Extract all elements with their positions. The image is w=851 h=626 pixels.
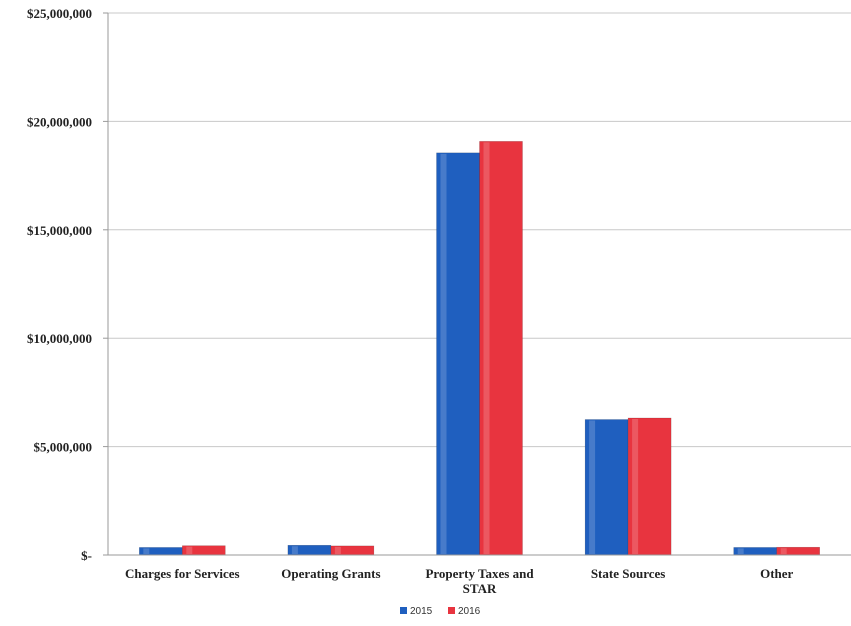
legend-swatch-2016 xyxy=(448,607,455,614)
bar-highlight xyxy=(186,546,193,554)
bar-highlight xyxy=(780,548,787,554)
bar-2016-3 xyxy=(627,417,672,556)
y-tick-label: $15,000,000 xyxy=(27,223,92,238)
legend: 2015 2016 xyxy=(400,606,481,617)
bar-highlight xyxy=(291,546,298,554)
y-tick-label: $5,000,000 xyxy=(34,440,93,455)
y-tick-label: $20,000,000 xyxy=(27,114,92,129)
legend-label-2016: 2016 xyxy=(458,606,481,617)
y-tick-label: $- xyxy=(81,548,92,563)
bar-highlight xyxy=(483,142,490,555)
x-tick-label: Property Taxes and xyxy=(425,566,534,581)
bars xyxy=(139,141,820,556)
y-tick-label: $25,000,000 xyxy=(27,6,92,21)
bar-highlight xyxy=(440,153,447,554)
legend-swatch-2015 xyxy=(400,607,407,614)
x-tick-label: Operating Grants xyxy=(281,566,380,581)
bar-highlight xyxy=(143,548,150,554)
bar-highlight xyxy=(589,420,596,554)
x-tick-label: Charges for Services xyxy=(125,566,240,581)
legend-label-2015: 2015 xyxy=(410,606,433,617)
y-axis-ticks: $- $5,000,000 $10,000,000 $15,000,000 $20,00… xyxy=(27,6,108,563)
x-tick-label: State Sources xyxy=(591,566,666,581)
bar-highlight xyxy=(737,548,744,554)
x-axis-ticks: Charges for Services Operating Grants Prop… xyxy=(125,566,794,596)
x-tick-label: STAR xyxy=(463,581,497,596)
axes xyxy=(107,13,851,556)
bar-highlight xyxy=(334,546,341,554)
bar-highlight xyxy=(632,418,639,554)
x-tick-label: Other xyxy=(760,566,793,581)
y-tick-label: $10,000,000 xyxy=(27,331,92,346)
